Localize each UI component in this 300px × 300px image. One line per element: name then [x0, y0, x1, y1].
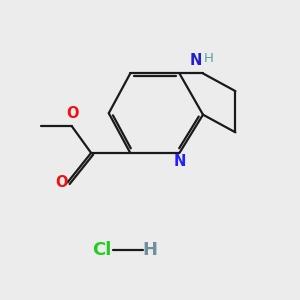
Text: O: O	[55, 175, 67, 190]
Text: N: N	[173, 154, 186, 169]
Text: N: N	[189, 53, 202, 68]
Text: H: H	[142, 241, 158, 259]
Text: O: O	[66, 106, 79, 121]
Text: Cl: Cl	[92, 241, 111, 259]
Text: H: H	[204, 52, 214, 64]
